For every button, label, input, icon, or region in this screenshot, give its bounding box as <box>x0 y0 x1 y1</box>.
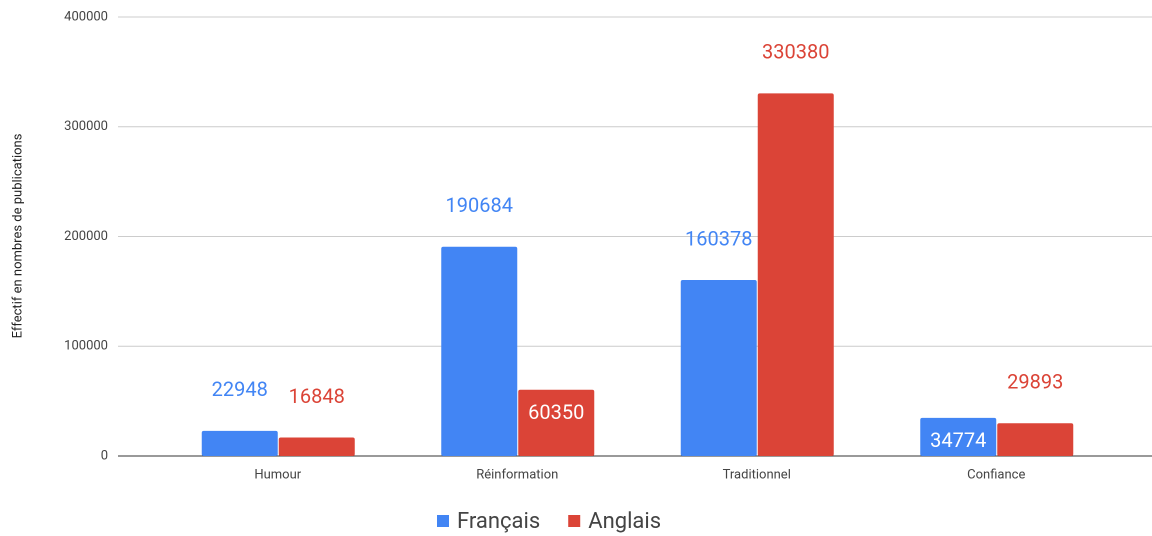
bar <box>680 279 757 456</box>
y-tick-label: 100000 <box>64 339 108 354</box>
x-tick-label: Confiance <box>967 467 1025 482</box>
data-label: 190684 <box>446 193 513 217</box>
y-tick-label: 200000 <box>64 229 108 244</box>
data-label: 29893 <box>1007 369 1063 393</box>
data-label: 330380 <box>762 40 829 64</box>
y-tick-label: 400000 <box>64 9 108 24</box>
bar <box>518 389 595 456</box>
data-label: 34774 <box>930 428 986 452</box>
data-label: 22948 <box>212 377 268 401</box>
y-axis-title: Effectif en nombres de publications <box>10 133 25 338</box>
legend-label: Anglais <box>588 509 661 534</box>
legend-label: Français <box>457 509 540 534</box>
bar <box>278 437 355 456</box>
legend-swatch <box>437 515 449 527</box>
bar <box>441 246 518 456</box>
x-tick-label: Humour <box>254 467 301 482</box>
x-tick-label: Réinformation <box>476 467 558 482</box>
data-label: 16848 <box>289 384 345 408</box>
bar <box>757 93 834 456</box>
x-tick-label: Traditionnel <box>723 467 791 482</box>
bar <box>920 417 997 456</box>
bar <box>201 430 278 456</box>
data-label: 160378 <box>685 226 752 250</box>
legend-swatch <box>568 515 581 527</box>
bar <box>997 423 1074 456</box>
data-label: 60350 <box>528 400 584 424</box>
y-tick-label: 300000 <box>64 119 108 134</box>
y-tick-label: 0 <box>101 448 108 463</box>
